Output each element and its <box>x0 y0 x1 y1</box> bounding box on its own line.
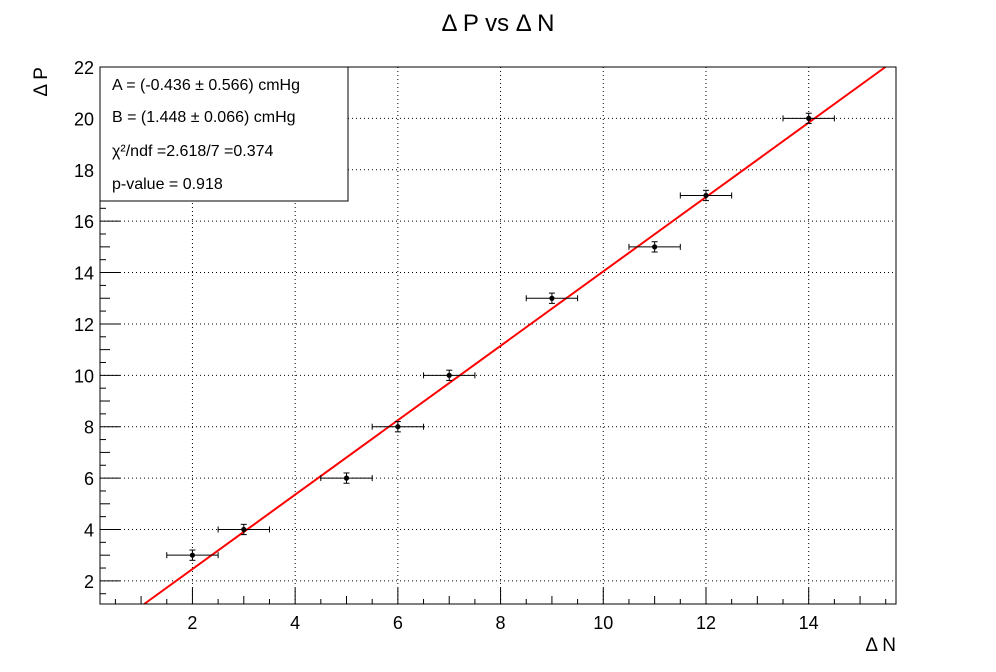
fit-line <box>143 66 887 605</box>
stats-line-a: A = (-0.436 ± 0.566) cmHg <box>112 77 300 94</box>
data-point <box>423 369 476 381</box>
y-tick-label: 10 <box>74 366 94 386</box>
data-point <box>782 112 835 125</box>
data-points <box>166 112 835 561</box>
y-tick-label: 20 <box>74 109 94 129</box>
data-point <box>628 241 681 253</box>
y-tick-label: 6 <box>84 469 94 489</box>
point-marker <box>703 192 709 199</box>
axes: 2 4 6 8 10 12 14 2 4 6 8 10 12 14 16 18 20 22 <box>74 58 897 633</box>
y-tick-label: 16 <box>74 212 94 232</box>
y-tick-label: 8 <box>84 418 94 438</box>
x-tick-label: 12 <box>696 613 716 633</box>
y-tick-label: 12 <box>74 315 94 335</box>
plot-frame <box>99 66 897 605</box>
stats-line-chi2: χ²/ndf =2.618/7 =0.374 <box>112 143 274 160</box>
data-point <box>525 292 579 304</box>
y-tick-label: 18 <box>74 161 94 181</box>
point-marker <box>241 526 247 533</box>
point-marker <box>652 244 658 250</box>
y-tick-label: 14 <box>74 264 94 284</box>
point-marker <box>549 295 555 301</box>
data-point <box>679 189 733 202</box>
x-tick-label: 8 <box>496 613 506 633</box>
chart-title: Δ P vs Δ N <box>442 10 555 37</box>
point-marker <box>395 424 401 430</box>
data-point <box>320 472 373 484</box>
y-tick-label: 22 <box>74 58 94 78</box>
x-tick-label: 6 <box>393 613 403 633</box>
x-axis-label: Δ N <box>865 635 896 656</box>
stats-box: A = (-0.436 ± 0.566) cmHg B = (1.448 ± 0… <box>99 66 349 202</box>
fit-layer <box>143 66 887 605</box>
stats-line-b: B = (1.448 ± 0.066) cmHg <box>112 109 296 126</box>
point-marker <box>446 372 452 378</box>
point-marker <box>189 552 196 558</box>
y-axis-label: Δ P <box>31 67 52 97</box>
data-point <box>166 549 219 561</box>
y-tick-label: 4 <box>84 520 94 540</box>
data-point <box>217 523 270 536</box>
y-tick-label: 2 <box>84 572 94 592</box>
point-marker <box>806 115 812 121</box>
point-marker <box>343 475 350 481</box>
x-tick-label: 10 <box>593 613 613 633</box>
x-tick-label: 2 <box>187 613 197 633</box>
data-point <box>371 421 425 433</box>
stats-line-pvalue: p-value = 0.918 <box>112 176 223 193</box>
x-tick-label: 4 <box>290 613 300 633</box>
x-tick-label: 14 <box>799 613 819 633</box>
